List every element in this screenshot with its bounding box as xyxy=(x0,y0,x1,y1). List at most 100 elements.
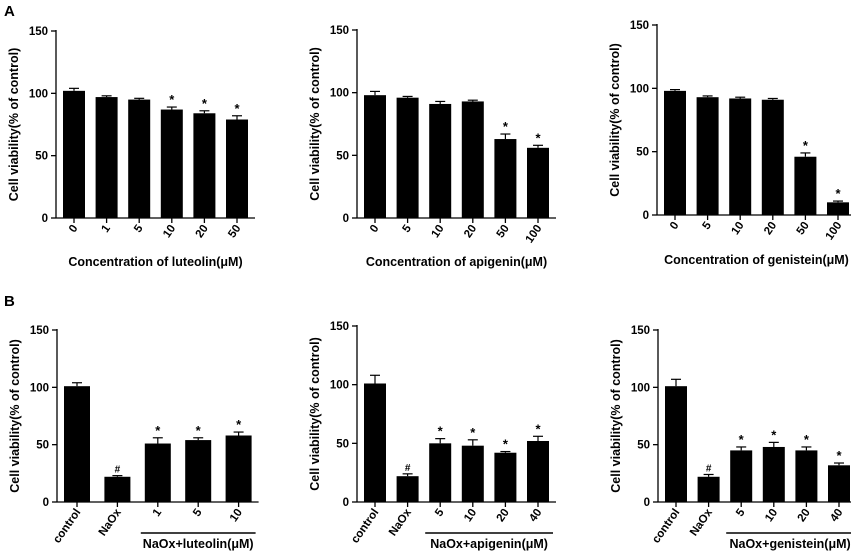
bar xyxy=(761,99,784,215)
group-label: NaOx+genistein(μM) xyxy=(729,537,850,551)
y-tick-label: 0 xyxy=(644,497,650,509)
x-tick-label: 5 xyxy=(701,219,715,232)
x-tick-label: 20 xyxy=(796,507,813,524)
significance-mark: * xyxy=(470,425,476,440)
x-tick-label: 0 xyxy=(668,220,682,232)
bar xyxy=(494,139,517,218)
significance-mark: * xyxy=(739,432,745,447)
bar xyxy=(160,109,183,218)
y-tick-label: 50 xyxy=(35,151,48,163)
x-tick-label: 5 xyxy=(191,506,205,519)
y-tick-label: 0 xyxy=(643,210,649,222)
bar xyxy=(461,101,484,218)
x-tick-label: control xyxy=(51,507,83,546)
y-tick-label: 50 xyxy=(637,440,650,452)
bar xyxy=(429,103,452,218)
bar xyxy=(396,476,419,502)
significance-mark: * xyxy=(234,101,240,116)
bar xyxy=(63,90,85,218)
x-tick-label: 10 xyxy=(161,223,178,240)
group-label: NaOx+apigenin(μM) xyxy=(430,537,548,551)
x-tick-label: 0 xyxy=(67,223,81,235)
y-axis-label: Cell viability(% of control) xyxy=(608,43,622,197)
x-tick-label: 40 xyxy=(828,507,845,524)
y-tick-label: 150 xyxy=(29,26,48,38)
y-tick-label: 100 xyxy=(631,382,650,394)
significance-mark: * xyxy=(803,138,809,153)
x-tick-label: 10 xyxy=(429,223,446,240)
bar xyxy=(396,97,419,218)
bar xyxy=(664,90,686,215)
x-tick-label: 20 xyxy=(194,223,211,240)
x-tick-label: 5 xyxy=(433,506,447,519)
x-tick-label: 10 xyxy=(729,220,746,237)
bar xyxy=(461,445,484,502)
bar xyxy=(527,440,549,502)
y-tick-label: 100 xyxy=(30,382,49,394)
y-tick-label: 0 xyxy=(343,497,349,509)
chart-a3: 0 50 100 150 Cell viability(% of control) 0 5 1… xyxy=(608,20,851,267)
significance-mark: * xyxy=(155,423,161,438)
chart-b3: 0 50 100 150 Cell viability(% of control) con… xyxy=(609,325,851,551)
y-tick-label: 150 xyxy=(630,20,649,32)
bar xyxy=(527,147,549,218)
x-axis-label: Concentration of apigenin(μM) xyxy=(366,255,547,269)
y-axis-label: Cell viability(% of control) xyxy=(308,47,322,201)
chart-b1: 0 50 100 150 Cell viability(% of control) con… xyxy=(8,325,259,551)
x-tick-label: control xyxy=(650,507,682,546)
y-tick-label: 50 xyxy=(36,440,49,452)
bar xyxy=(494,452,517,502)
bar xyxy=(64,386,90,502)
hash-mark: # xyxy=(405,463,411,474)
hash-mark: # xyxy=(706,463,712,474)
significance-mark: * xyxy=(535,421,541,436)
bar xyxy=(364,383,386,502)
significance-mark: * xyxy=(771,427,777,442)
y-tick-label: 50 xyxy=(336,438,349,450)
bar xyxy=(128,99,151,218)
bar xyxy=(697,476,720,502)
bar xyxy=(193,113,216,218)
significance-mark: * xyxy=(503,119,509,134)
y-axis-label: Cell viability(% of control) xyxy=(7,48,21,202)
bar xyxy=(226,119,248,218)
bar xyxy=(665,386,687,502)
y-tick-label: 100 xyxy=(630,83,649,95)
x-tick-label: 10 xyxy=(462,507,479,524)
bar xyxy=(104,476,131,502)
significance-mark: * xyxy=(438,424,444,439)
x-tick-label: control xyxy=(349,507,381,546)
x-tick-label: 20 xyxy=(495,507,512,524)
bar xyxy=(696,97,719,215)
x-tick-label: 5 xyxy=(401,222,415,235)
x-tick-label: NaOx xyxy=(688,506,715,538)
y-tick-label: 0 xyxy=(42,213,48,225)
x-tick-label: 40 xyxy=(527,507,544,524)
significance-mark: * xyxy=(196,423,202,438)
y-axis-label: Cell viability(% of control) xyxy=(609,339,623,493)
y-tick-label: 0 xyxy=(43,497,49,509)
x-tick-label: 5 xyxy=(132,222,146,235)
x-tick-label: 20 xyxy=(762,220,779,237)
significance-mark: * xyxy=(804,432,810,447)
bar xyxy=(364,95,386,218)
x-axis-label: Concentration of genistein(μM) xyxy=(664,253,849,267)
y-tick-label: 0 xyxy=(343,213,349,225)
significance-mark: * xyxy=(503,437,509,452)
bar xyxy=(795,450,818,502)
significance-mark: * xyxy=(535,130,541,145)
significance-mark: * xyxy=(169,92,175,107)
significance-mark: * xyxy=(236,417,242,432)
x-tick-label: 50 xyxy=(795,220,812,237)
x-tick-label: 50 xyxy=(226,223,243,240)
x-tick-label: 10 xyxy=(228,507,245,524)
y-tick-label: 150 xyxy=(330,25,349,37)
x-tick-label: 1 xyxy=(100,222,114,235)
bar xyxy=(429,443,452,502)
chart-a2: 0 50 100 150 Cell viability(% of control) 0 5 1… xyxy=(308,25,556,269)
bar xyxy=(225,435,252,502)
bar xyxy=(729,98,752,215)
y-tick-label: 100 xyxy=(330,380,349,392)
x-tick-label: 1 xyxy=(151,506,165,519)
bar xyxy=(730,450,753,502)
